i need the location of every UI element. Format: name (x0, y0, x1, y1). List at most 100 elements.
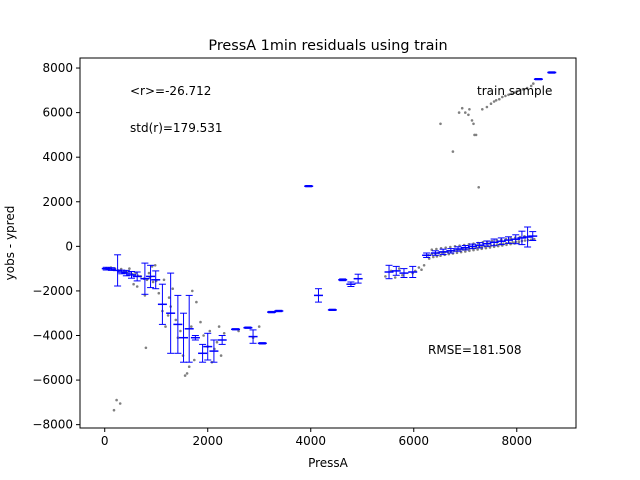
residual-point (195, 300, 198, 304)
residual-point (157, 291, 161, 295)
error-bar (140, 262, 150, 295)
residual-point (183, 374, 187, 377)
error-bar (338, 278, 348, 282)
error-bar (430, 250, 440, 256)
residual-point (472, 122, 475, 126)
residual-point (505, 243, 508, 247)
error-bar (408, 265, 418, 278)
residual-point (439, 122, 442, 126)
error-bar (132, 271, 142, 282)
rmse-annotation: RMSE=181.508 (428, 343, 522, 357)
residual-point (432, 255, 435, 259)
residual-point (492, 100, 496, 103)
error-bar (313, 288, 323, 303)
residual-point (533, 237, 536, 241)
residual-point (449, 245, 452, 249)
error-bar (121, 269, 131, 277)
residual-point (484, 246, 488, 250)
y-tick-label: 4000 (42, 150, 73, 164)
residual-point (532, 82, 535, 85)
residual-point (190, 325, 193, 328)
error-bar (157, 283, 167, 325)
mean-annotation: <r>=-26.712 (130, 84, 211, 98)
x-tick-label: 4000 (295, 434, 326, 448)
residual-point (476, 248, 479, 251)
error-bar (528, 231, 538, 241)
error-bar (151, 270, 161, 290)
error-bar (399, 268, 409, 278)
residual-point (513, 91, 516, 94)
residual-point (510, 92, 513, 95)
y-axis-label: yobs - ypred (3, 206, 17, 281)
error-bar (190, 335, 200, 341)
error-bar (274, 309, 284, 313)
error-bar (203, 332, 213, 361)
residual-point (384, 275, 387, 278)
residual-point (112, 408, 116, 412)
error-bar (217, 335, 227, 345)
residual-point (222, 332, 226, 335)
error-bar (173, 294, 183, 354)
axes-frame (79, 57, 577, 429)
residual-point (191, 289, 194, 293)
y-tick-label: 2000 (42, 195, 73, 209)
residual-point (464, 250, 467, 253)
residual-point (393, 276, 397, 279)
residual-point (199, 320, 202, 324)
residual-point (504, 94, 507, 98)
residual-point (171, 287, 174, 291)
residual-point (179, 329, 182, 333)
residual-point (501, 95, 504, 99)
y-tick-label: 0 (65, 239, 73, 253)
error-bar (475, 242, 485, 249)
residual-point (521, 87, 525, 91)
x-tick-label: 2000 (192, 434, 223, 448)
residual-point (468, 108, 471, 111)
residual-point (118, 402, 122, 405)
error-bar (517, 230, 527, 246)
error-bar (391, 265, 401, 276)
error-bar (460, 245, 470, 251)
y-tick-label: −2000 (32, 284, 73, 298)
error-bar (422, 252, 432, 258)
residual-point (485, 105, 489, 109)
y-tick-label: −4000 (32, 329, 73, 343)
residual-point (217, 325, 221, 328)
residual-point (525, 86, 529, 90)
plot-area (101, 71, 557, 412)
error-bar (489, 238, 499, 247)
error-bar (453, 246, 463, 252)
residual-point (472, 248, 475, 252)
y-tick-label: −6000 (32, 373, 73, 387)
error-bar (146, 264, 156, 289)
residual-point (185, 372, 189, 375)
x-tick-label: 8000 (501, 434, 532, 448)
error-bar (267, 310, 277, 314)
residual-point (444, 246, 448, 249)
y-axis: −8000 −6000 −4000 −2000 0 2000 4000 6000 8000 (32, 61, 80, 432)
residual-point (219, 354, 223, 357)
error-bar (446, 248, 456, 254)
residual-point (515, 90, 519, 93)
x-axis: 0 2000 4000 6000 8000 (101, 428, 532, 448)
residual-point (529, 84, 533, 88)
error-bar (304, 185, 314, 188)
residual-point (257, 325, 261, 328)
residual-point (151, 280, 155, 284)
residual-point (470, 119, 474, 122)
residual-point (417, 266, 421, 269)
residual-point (193, 358, 196, 362)
residual-point (166, 314, 170, 317)
residual-point (115, 398, 118, 402)
residual-point (167, 296, 171, 299)
error-bar (353, 273, 363, 284)
y-tick-label: 6000 (42, 106, 73, 120)
error-bar (523, 226, 533, 248)
residual-point (488, 246, 492, 249)
residual-point (464, 111, 467, 114)
residual-point (481, 108, 484, 111)
residual-point (164, 325, 167, 328)
y-tick-label: 8000 (42, 61, 73, 75)
